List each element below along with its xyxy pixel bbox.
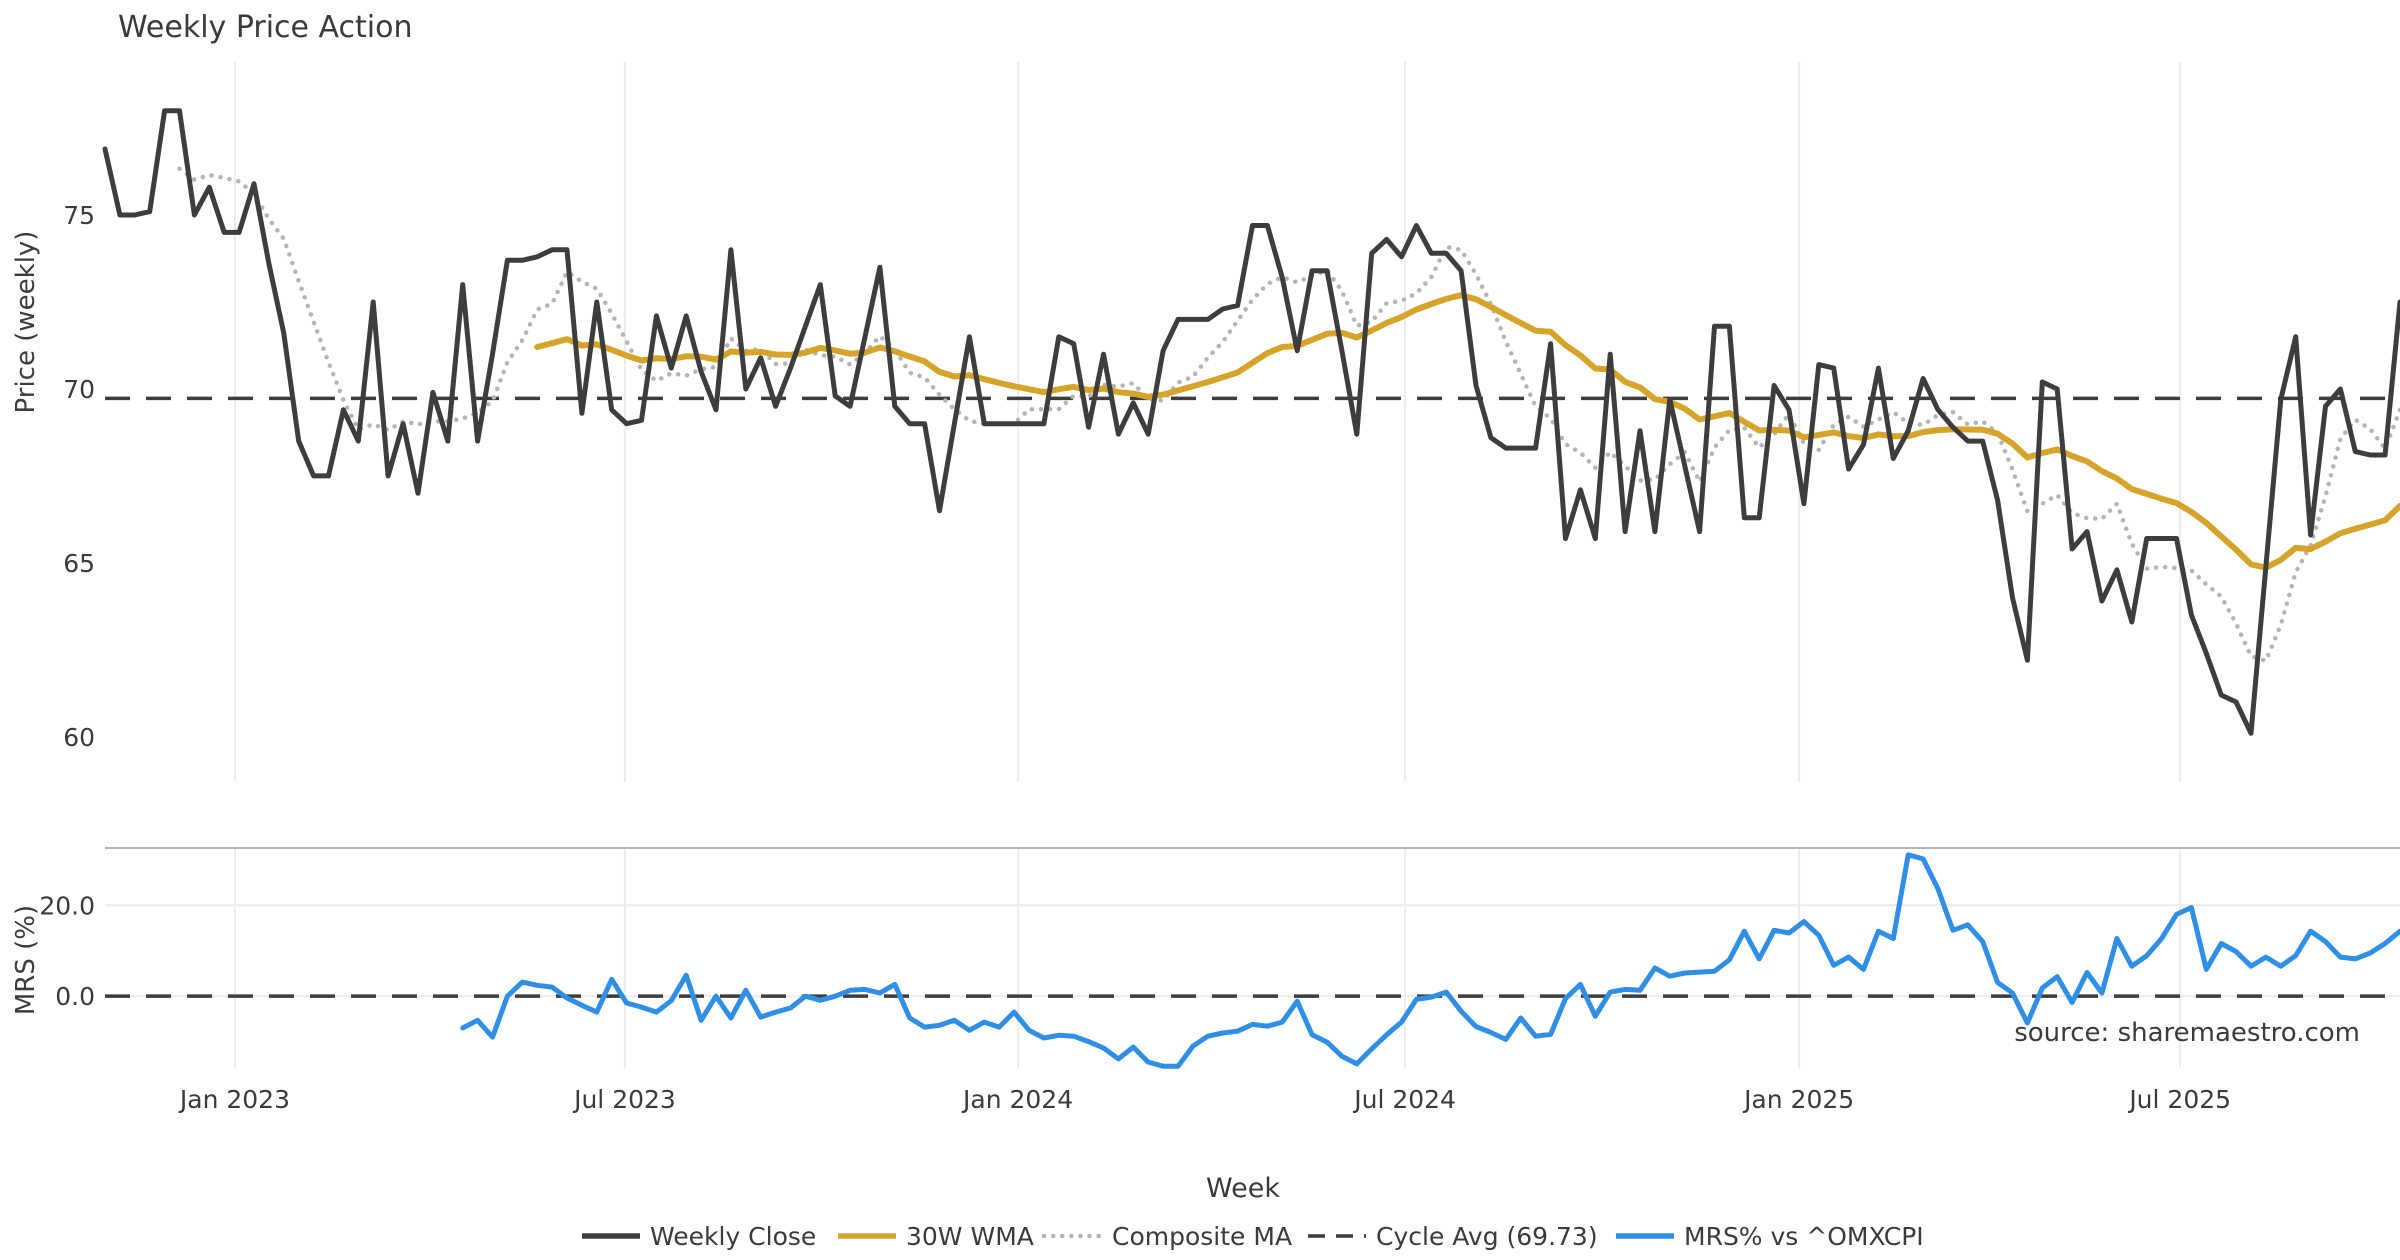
x-tick-label: Jan 2023 bbox=[178, 1085, 290, 1114]
price-tick-label: 70 bbox=[63, 375, 95, 404]
mrs-axis-label: MRS (%) bbox=[11, 905, 41, 1015]
price-axis-label: Price (weekly) bbox=[11, 231, 41, 414]
legend-label-mrs: MRS% vs ^OMXCPI bbox=[1684, 1222, 1924, 1251]
x-tick-label: Jul 2024 bbox=[1352, 1085, 1456, 1114]
price-tick-label: 75 bbox=[63, 201, 95, 230]
legend: Weekly Close 30W WMA Composite MA Cycle … bbox=[582, 1222, 1924, 1251]
price-tick-label: 65 bbox=[63, 549, 95, 578]
wma-30w-line bbox=[534, 292, 2400, 571]
source-text: source: sharemaestro.com bbox=[2014, 1018, 2360, 1048]
price-panel bbox=[102, 108, 2400, 736]
mrs-tick-label: 20.0 bbox=[39, 891, 95, 920]
price-tick-label: 60 bbox=[63, 723, 95, 752]
mrs-panel bbox=[105, 852, 2400, 1069]
x-tick-label: Jan 2024 bbox=[961, 1085, 1073, 1114]
price-axis-ticks: 75 70 65 60 bbox=[63, 201, 95, 752]
legend-label-weekly-close: Weekly Close bbox=[650, 1222, 816, 1251]
x-tick-label: Jul 2025 bbox=[2127, 1085, 2231, 1114]
x-axis-ticks: Jan 2023 Jul 2023 Jan 2024 Jul 2024 Jan 2025… bbox=[178, 1085, 2231, 1114]
x-tick-label: Jul 2023 bbox=[572, 1085, 676, 1114]
weekly-close-line bbox=[102, 108, 2400, 736]
x-tick-label: Jan 2025 bbox=[1742, 1085, 1854, 1114]
legend-label-cycle-avg: Cycle Avg (69.73) bbox=[1376, 1222, 1598, 1251]
mrs-line bbox=[460, 852, 2400, 1069]
legend-label-composite: Composite MA bbox=[1112, 1222, 1292, 1251]
composite-ma-line bbox=[177, 166, 2400, 664]
mrs-axis-ticks: 20.0 0.0 bbox=[39, 891, 95, 1011]
legend-label-wma: 30W WMA bbox=[906, 1222, 1034, 1251]
x-axis-label: Week bbox=[1206, 1173, 1280, 1204]
page-title: Weekly Price Action bbox=[118, 10, 413, 45]
mrs-tick-label: 0.0 bbox=[55, 982, 95, 1011]
